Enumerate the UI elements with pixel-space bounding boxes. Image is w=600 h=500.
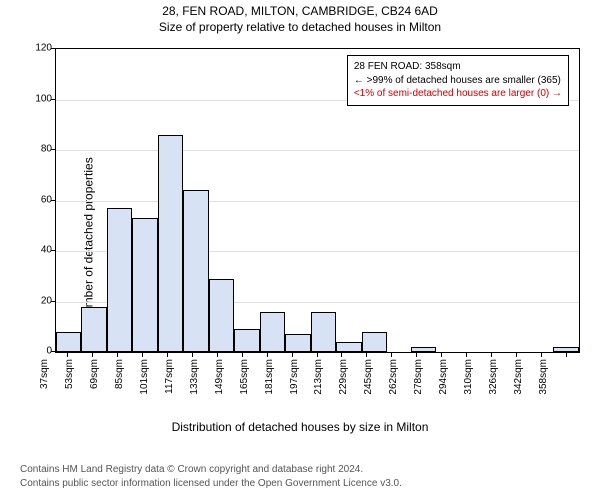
y-tick: 40: [30, 245, 52, 256]
y-tick-labels: 020406080100120: [30, 48, 52, 353]
histogram-bar: [553, 347, 578, 352]
histogram-bar: [183, 190, 208, 352]
histogram-bar: [56, 332, 81, 352]
y-tick: 80: [30, 144, 52, 155]
histogram-bar: [336, 342, 361, 352]
footer-attribution: Contains HM Land Registry data © Crown c…: [20, 463, 402, 490]
y-tick: 20: [30, 295, 52, 306]
y-tick: 120: [30, 43, 52, 54]
chart-container: Number of detached properties 0204060801…: [0, 40, 600, 440]
x-axis-label: Distribution of detached houses by size …: [0, 420, 600, 434]
histogram-bar: [411, 347, 436, 352]
legend-line: <1% of semi-detached houses are larger (…: [354, 87, 562, 101]
footer-line-1: Contains HM Land Registry data © Crown c…: [20, 463, 402, 477]
y-tick: 60: [30, 194, 52, 205]
histogram-bar: [234, 329, 259, 352]
histogram-bar: [260, 312, 285, 352]
histogram-bar: [81, 307, 106, 352]
chart-subtitle: Size of property relative to detached ho…: [0, 20, 600, 34]
histogram-bar: [209, 279, 234, 352]
x-tick: 358sqm: [538, 359, 594, 395]
histogram-bar: [107, 208, 132, 352]
footer-line-2: Contains public sector information licen…: [20, 477, 402, 491]
histogram-bar: [158, 135, 183, 352]
legend-line: 28 FEN ROAD: 358sqm: [354, 60, 562, 74]
x-tick-labels: 37sqm53sqm69sqm85sqm101sqm117sqm133sqm14…: [55, 355, 580, 415]
legend-box: 28 FEN ROAD: 358sqm← >99% of detached ho…: [347, 55, 569, 106]
plot-area: 28 FEN ROAD: 358sqm← >99% of detached ho…: [55, 48, 580, 353]
histogram-bar: [285, 334, 310, 352]
y-tick: 100: [30, 93, 52, 104]
y-tick: 0: [30, 346, 52, 357]
histogram-bar: [132, 218, 157, 352]
page-title: 28, FEN ROAD, MILTON, CAMBRIDGE, CB24 6A…: [0, 4, 600, 18]
legend-line: ← >99% of detached houses are smaller (3…: [354, 74, 562, 88]
histogram-bar: [362, 332, 387, 352]
histogram-bar: [311, 312, 336, 352]
